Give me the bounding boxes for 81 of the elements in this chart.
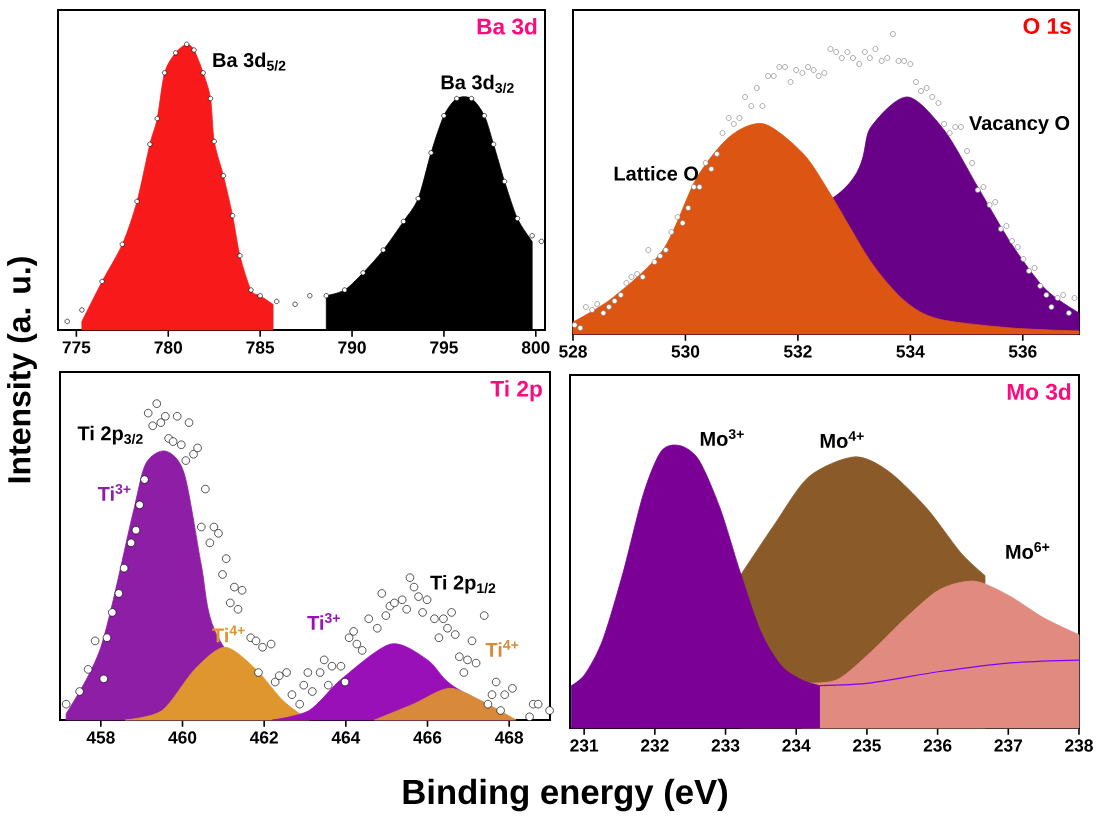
x-tick-label: 464	[331, 731, 361, 744]
point	[184, 41, 190, 47]
chart-title: Ti 2p	[490, 380, 542, 402]
x-tick-label: 528	[559, 345, 587, 358]
point	[307, 293, 313, 299]
point	[64, 318, 70, 325]
point	[400, 218, 407, 225]
point	[248, 287, 254, 293]
x-tick-label: 468	[494, 731, 524, 744]
x-tick-label: 536	[1008, 345, 1037, 358]
point	[119, 241, 125, 247]
x-tick-label: 234	[782, 739, 811, 752]
point	[428, 150, 434, 156]
x-tick-label: 466	[413, 731, 442, 744]
point	[538, 238, 544, 245]
point	[501, 178, 508, 185]
series-label: Mo$^{6+}$	[1006, 542, 1050, 559]
point	[514, 215, 521, 222]
x-tick-label: 530	[671, 345, 700, 358]
x-tick-label: 800	[521, 341, 550, 354]
text: Ti$^{3+}$	[307, 613, 340, 630]
point	[207, 95, 214, 102]
annotation: Ti 2p$_{1/2}$	[430, 574, 496, 594]
x-tick-label: 238	[1065, 739, 1093, 752]
point	[380, 247, 386, 253]
text: Ti$^{4+}$	[485, 640, 519, 657]
x-tick-label: 236	[923, 739, 952, 752]
point	[200, 70, 206, 76]
point	[173, 50, 179, 56]
point	[154, 115, 160, 122]
point	[274, 298, 280, 305]
x-tick-label: 532	[783, 345, 812, 358]
x-tick-label: 458	[86, 731, 115, 744]
point	[147, 141, 153, 147]
x-tick-label: 534	[896, 345, 925, 358]
point	[490, 141, 497, 147]
x-tick-label: 795	[430, 341, 458, 354]
annotation: Ba 3d$_{5/2}$	[213, 52, 286, 71]
y-axis-title: Intensity (a. u.)	[7, 257, 37, 483]
point	[237, 253, 243, 259]
series-label: Ti$^{3+}$	[97, 484, 131, 501]
point	[229, 213, 236, 219]
x-tick-label: 790	[338, 341, 366, 354]
point	[220, 173, 227, 179]
x-tick-label: 775	[62, 341, 91, 354]
annotation: Ba 3d$_{3/2}$	[441, 74, 514, 94]
point	[79, 307, 85, 313]
x-tick-label: 462	[249, 731, 278, 744]
point	[360, 270, 366, 276]
point	[99, 278, 105, 285]
x-tick-label: 235	[853, 739, 881, 752]
point	[481, 113, 487, 119]
series-label: Mo$^{3+}$	[700, 429, 744, 447]
chart-title: O 1s	[1023, 17, 1071, 35]
x-tick-label: 780	[154, 341, 183, 354]
point	[161, 70, 168, 76]
x-tick-label: 460	[168, 731, 197, 744]
series-label: Vacancy O	[969, 115, 1070, 135]
point	[415, 195, 421, 202]
point	[257, 293, 263, 299]
series-label: Mo$^{4+}$	[820, 431, 864, 448]
point	[191, 47, 197, 53]
point	[454, 95, 460, 102]
point	[468, 95, 475, 102]
x-tick-label: 233	[711, 739, 740, 752]
point	[292, 301, 298, 307]
point	[134, 198, 140, 205]
chart-title: Ba 3d	[477, 17, 537, 35]
point	[441, 113, 447, 119]
x-tick-label: 231	[570, 739, 599, 752]
x-tick-label: 237	[994, 739, 1022, 752]
chart-title: Mo 3d	[1007, 383, 1071, 400]
series-label: Lattice O	[614, 165, 699, 181]
x-axis-title: Binding energy (eV)	[403, 778, 727, 812]
x-tick-label: 785	[246, 341, 275, 354]
annotation: Ti 2p$_{3/2}$	[77, 425, 143, 445]
point	[342, 287, 348, 293]
point	[529, 233, 535, 239]
point	[323, 293, 329, 299]
point	[211, 138, 217, 145]
x-tick-label: 232	[640, 739, 669, 752]
